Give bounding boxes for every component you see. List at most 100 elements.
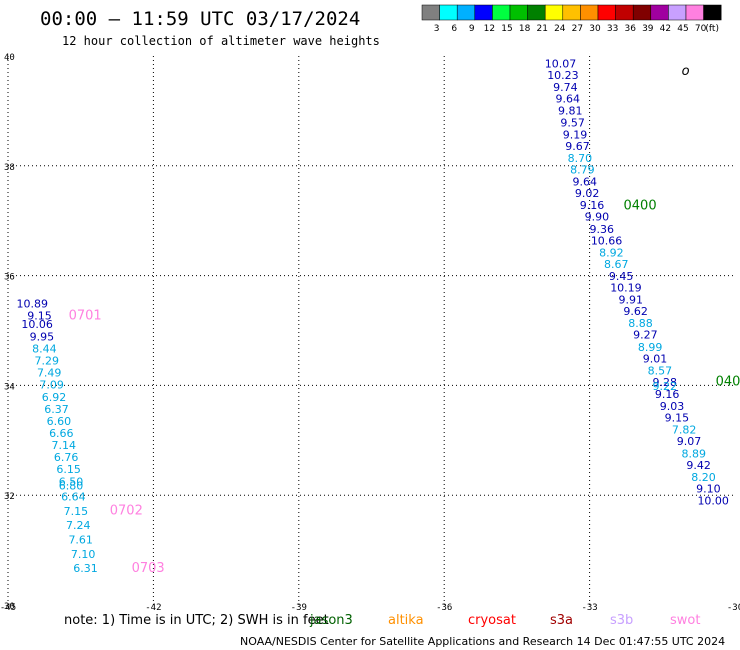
legend-item-cryosat: cryosat <box>468 613 516 628</box>
colorbar-tick-label: 27 <box>572 24 583 34</box>
colorbar-tick-label: 42 <box>660 24 671 34</box>
swh-value-label: 10.66 <box>591 234 623 247</box>
swh-value-label: 6.31 <box>73 562 98 575</box>
swh-value-label: 9.02 <box>575 187 600 200</box>
y-tick-label: 40 <box>4 53 15 63</box>
swh-value-label: 6.66 <box>49 427 74 440</box>
colorbar-tick-label: 18 <box>519 24 531 34</box>
legend-item-altika: altika <box>388 613 424 628</box>
swh-value-label: 7.82 <box>672 424 697 437</box>
swh-value-label: 9.42 <box>686 459 711 472</box>
swh-value-label: 8.44 <box>32 342 57 355</box>
colorbar-swatch <box>421 4 440 21</box>
data-points: 10.0710.239.749.649.819.579.199.678.708.… <box>16 58 728 576</box>
colorbar-tick-label: 24 <box>554 24 566 34</box>
swh-value-label: 8.67 <box>604 258 629 271</box>
chart-axes: -45 -42 -39 -36 -33 -30 30 32 34 36 38 40 <box>0 53 740 613</box>
colorbar-swatch <box>544 4 564 21</box>
swh-value-label: 6.64 <box>61 491 86 504</box>
swh-value-label: 9.03 <box>660 400 685 413</box>
colorbar-tick-label: 39 <box>642 24 654 34</box>
colorbar-swatch <box>527 4 546 21</box>
colorbar-tick-label: 45 <box>677 24 688 34</box>
colorbar: 3 6 9 12 15 18 21 24 27 30 33 36 39 42 45 70 (ft) <box>421 4 722 34</box>
x-tick-label: -33 <box>581 603 597 613</box>
swh-value-label: 8.89 <box>682 447 707 460</box>
swh-value-label: 6.76 <box>54 451 79 464</box>
colorbar-tick-label: 3 <box>434 24 440 34</box>
swh-value-label: 9.67 <box>565 140 590 153</box>
y-tick-label: 30 <box>4 602 15 612</box>
swh-value-label: 7.61 <box>68 534 93 547</box>
swh-value-label: 10.89 <box>16 297 48 310</box>
colorbar-swatch <box>703 4 722 21</box>
swh-value-label: 7.49 <box>37 367 62 380</box>
legend-item-swot: swot <box>670 613 701 628</box>
colorbar-tick-label: 12 <box>484 24 495 34</box>
swh-value-label: 9.91 <box>619 294 644 307</box>
colorbar-swatch <box>456 4 476 21</box>
colorbar-tick-label: 70 <box>695 24 707 34</box>
x-tick-label: -45 <box>0 603 16 613</box>
time-label: 0701 <box>69 309 102 324</box>
colorbar-tick-label: 30 <box>589 24 601 34</box>
satellite-legend: jason3 altika cryosat s3a s3b swot <box>310 613 740 631</box>
swh-value-label: 8.70 <box>568 152 593 165</box>
colorbar-tick-label: 9 <box>469 24 475 34</box>
swh-value-label: 6.15 <box>56 463 81 476</box>
colorbar-tick-label: (ft) <box>705 24 719 34</box>
swh-value-label: 10.23 <box>547 69 579 82</box>
legend-item-s3b: s3b <box>610 613 634 628</box>
time-label: 0702 <box>110 503 143 518</box>
swh-value-label: 7.14 <box>51 439 76 452</box>
time-label: 0703 <box>132 561 165 576</box>
swh-value-label: 9.90 <box>585 211 610 224</box>
swh-value-label: 7.15 <box>64 505 89 518</box>
swh-value-label: 6.50 <box>59 475 84 488</box>
colorbar-swatch <box>615 4 634 21</box>
colorbar-tick-label: 6 <box>451 24 457 34</box>
swh-value-label: 6.37 <box>44 403 69 416</box>
footnote: note: 1) Time is in UTC; 2) SWH is in fe… <box>64 613 329 628</box>
swh-value-label: 9.10 <box>696 482 721 495</box>
legend-item-jason3: jason3 <box>310 613 353 628</box>
time-labels: 0400 040 0701 0702 0703 o <box>69 64 740 576</box>
time-label: 040 <box>716 374 740 389</box>
swh-value-label: 7.09 <box>39 379 64 392</box>
legend-item-s3a: s3a <box>550 613 574 628</box>
colorbar-swatch <box>509 4 528 21</box>
swh-value-label: 7.29 <box>35 355 60 368</box>
swh-value-label: 9.07 <box>677 435 702 448</box>
swh-value-label: 9.16 <box>580 199 605 212</box>
page-title: 00:00 – 11:59 UTC 03/17/2024 <box>40 8 361 30</box>
colorbar-swatch <box>650 4 669 21</box>
swh-value-label: 9.64 <box>556 93 581 106</box>
colorbar-tick-label: 36 <box>624 24 636 34</box>
colorbar-swatch <box>562 4 581 21</box>
chart-grid <box>8 56 735 605</box>
swh-value-label: 9.27 <box>633 329 658 342</box>
marker-label: o <box>682 64 690 79</box>
swh-value-label: 9.16 <box>655 388 680 401</box>
swh-value-label: 6.80 <box>59 480 84 493</box>
swh-value-label: 9.57 <box>560 116 585 129</box>
x-tick-label: -36 <box>436 603 452 613</box>
y-tick-label: 36 <box>4 273 15 283</box>
colorbar-swatch <box>439 4 458 21</box>
colorbar-tick-label: 15 <box>501 24 512 34</box>
swh-value-label: 8.99 <box>638 341 663 354</box>
colorbar-swatch <box>474 4 493 21</box>
swh-value-label: 9.19 <box>563 128 588 141</box>
y-tick-label: 32 <box>4 492 15 502</box>
colorbar-swatch <box>632 4 652 21</box>
swh-value-label: 6.92 <box>42 391 67 404</box>
colorbar-tick-label: 33 <box>607 24 618 34</box>
swh-value-label: 9.36 <box>589 223 614 236</box>
colorbar-swatch <box>597 4 616 21</box>
swh-value-label: 9.15 <box>665 412 690 425</box>
swh-value-label: 9.62 <box>623 305 648 318</box>
swh-value-label: 10.07 <box>545 58 577 71</box>
colorbar-swatch <box>492 4 511 21</box>
swh-value-label: 7.10 <box>71 548 96 561</box>
